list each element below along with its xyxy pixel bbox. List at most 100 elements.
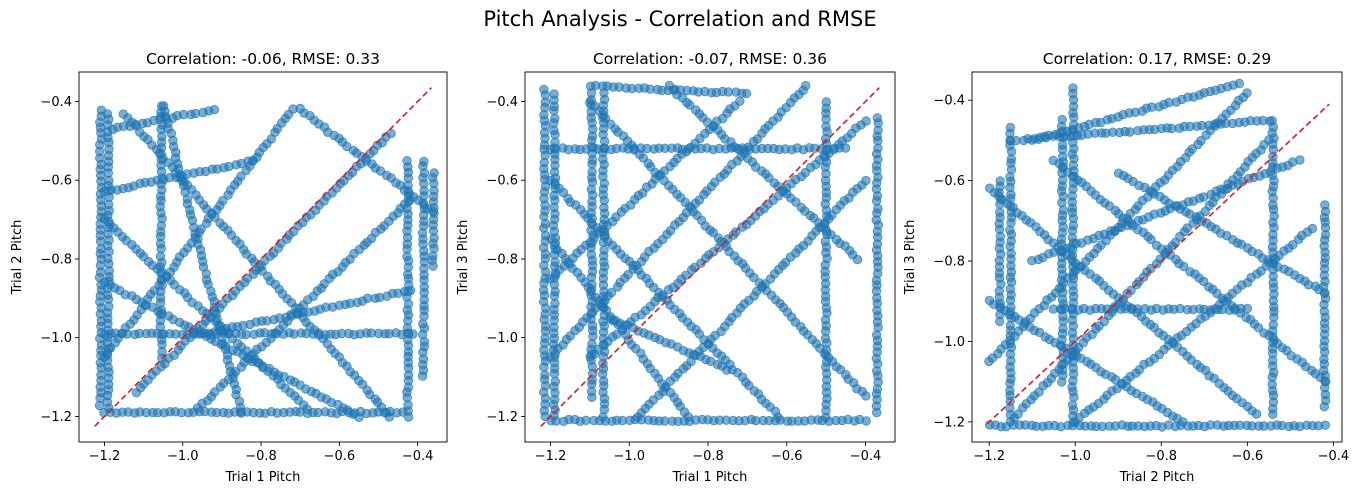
data-point	[1069, 392, 1079, 402]
y-axis-label: Trial 2 Pitch	[10, 220, 25, 296]
x-tick-label: −0.6	[1232, 449, 1264, 464]
subplot-3: −1.2 −1.0 −0.8 −0.6 −0.4 −1.2 −1.0 −0.8 −0.6 −0.4…	[903, 50, 1349, 485]
y-tick-label: −0.6	[486, 174, 518, 189]
y-tick-label: −1.2	[486, 410, 518, 425]
data-point	[1056, 377, 1067, 387]
identity-line	[986, 103, 1330, 425]
x-tick-label: −1.2	[535, 449, 567, 464]
data-point	[99, 213, 110, 224]
y-tick-label: −1.0	[486, 331, 518, 346]
x-tick-label: −0.6	[771, 449, 803, 464]
x-axis-label: Trial 2 Pitch	[1119, 470, 1195, 485]
x-tick-label: −1.0	[614, 449, 646, 464]
data-point	[413, 195, 423, 205]
y-tick-label: −0.6	[40, 174, 72, 189]
x-tick-label: −1.0	[1059, 449, 1091, 464]
data-point	[1242, 303, 1253, 314]
data-point	[540, 370, 550, 380]
y-axis-label: Trial 3 Pitch	[903, 220, 918, 296]
subplot-title: Correlation: -0.07, RMSE: 0.36	[593, 50, 827, 68]
data-point	[1264, 135, 1274, 145]
data-point	[1265, 116, 1275, 126]
data-point	[386, 128, 396, 139]
y-tick-label: −1.0	[40, 331, 72, 346]
data-point	[102, 109, 113, 119]
data-point	[683, 412, 694, 422]
identity-line	[94, 87, 432, 427]
data-point	[1146, 234, 1156, 245]
data-point	[658, 290, 668, 300]
data-point	[741, 88, 752, 99]
data-point	[209, 387, 220, 397]
data-point	[1307, 223, 1318, 234]
figure-suptitle: Pitch Analysis - Correlation and RMSE	[483, 7, 876, 31]
data-point	[428, 261, 438, 271]
y-tick-label: −0.4	[486, 95, 518, 110]
data-point	[995, 316, 1005, 327]
data-point	[852, 254, 863, 265]
data-point	[384, 412, 395, 422]
data-point	[302, 404, 312, 414]
y-tick-label: −1.2	[40, 410, 72, 425]
subplot-title: Correlation: 0.17, RMSE: 0.29	[1043, 50, 1271, 68]
data-point	[861, 416, 871, 426]
data-point	[600, 113, 611, 123]
data-point	[354, 412, 364, 423]
axes-frame	[971, 71, 1343, 443]
x-tick-label: −0.6	[324, 449, 356, 464]
axes-frame	[78, 71, 448, 443]
data-point	[539, 84, 549, 95]
y-tick-label: −1.0	[933, 335, 965, 350]
x-tick-label: −0.4	[1318, 449, 1350, 464]
data-point	[236, 408, 247, 418]
data-point	[241, 329, 251, 340]
y-tick-label: −1.2	[933, 415, 965, 430]
subplot-1: −1.2 −1.0 −0.8 −0.6 −0.4 −1.2 −1.0 −0.8 −0.6 −0.4…	[10, 50, 448, 485]
data-point	[1182, 223, 1192, 233]
y-tick-label: −0.8	[40, 252, 72, 267]
x-tick-label: −0.4	[402, 449, 434, 464]
scatter-points	[94, 101, 439, 423]
axes-frame	[524, 71, 896, 443]
data-point	[1320, 376, 1330, 387]
data-point	[1320, 420, 1331, 430]
data-point	[581, 415, 591, 426]
x-tick-label: −1.2	[973, 449, 1005, 464]
identity-line	[540, 87, 880, 427]
data-point	[209, 104, 220, 115]
x-tick-label: −0.8	[1146, 449, 1178, 464]
x-tick-label: −0.4	[850, 449, 882, 464]
x-axis-label: Trial 1 Pitch	[672, 470, 748, 485]
data-point	[1234, 78, 1245, 89]
data-point	[1251, 409, 1262, 419]
data-point	[606, 287, 617, 298]
data-point	[405, 285, 416, 296]
x-tick-label: −1.0	[167, 449, 199, 464]
data-point	[550, 376, 561, 387]
data-point	[612, 329, 622, 340]
scatter-points	[539, 80, 884, 427]
data-point	[861, 391, 871, 401]
data-point	[398, 407, 408, 417]
x-axis-label: Trial 1 Pitch	[225, 470, 301, 485]
data-point	[1295, 155, 1305, 165]
data-point	[550, 113, 560, 124]
data-point	[549, 89, 559, 99]
y-tick-label: −0.8	[933, 255, 965, 270]
data-point	[1242, 88, 1252, 98]
data-point	[871, 196, 882, 206]
data-point	[1179, 261, 1189, 272]
data-point	[681, 270, 691, 281]
data-point	[722, 365, 732, 375]
data-point	[1125, 127, 1135, 137]
data-point	[419, 311, 429, 321]
data-point	[735, 96, 745, 107]
subplot-2: −1.2 −1.0 −0.8 −0.6 −0.4 −1.2 −1.0 −0.8 −0.6 −0.4…	[456, 50, 896, 485]
x-tick-label: −0.8	[245, 449, 277, 464]
data-point	[1319, 402, 1330, 412]
x-tick-label: −1.2	[89, 449, 121, 464]
data-point	[221, 341, 231, 351]
data-point	[1178, 417, 1188, 427]
data-point	[1011, 135, 1021, 146]
